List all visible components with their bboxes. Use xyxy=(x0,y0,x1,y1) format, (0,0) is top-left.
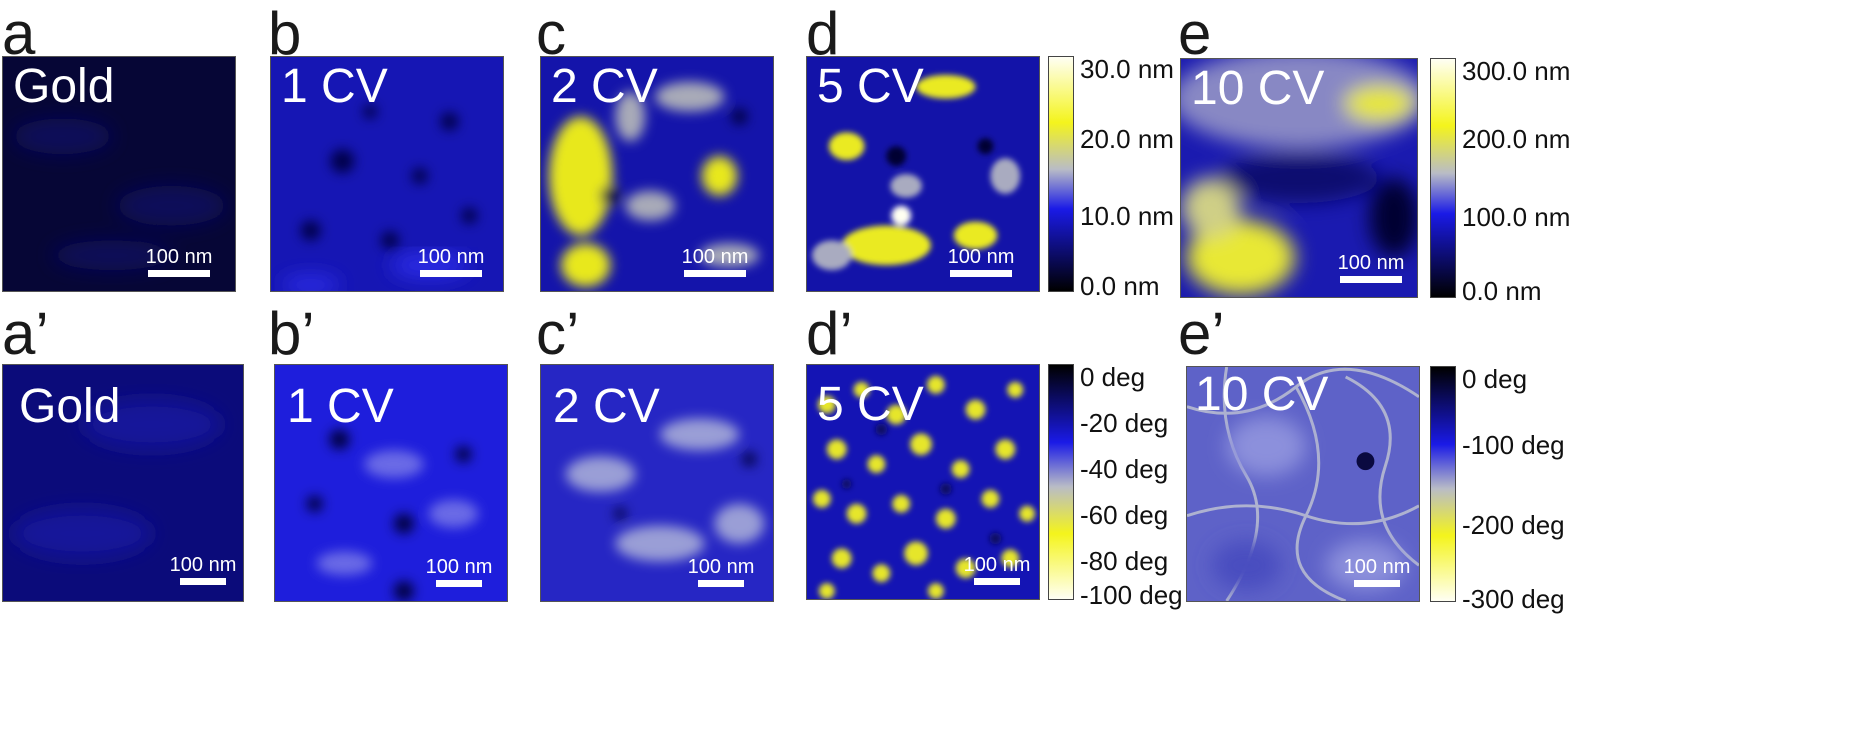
panel-caption-a: Gold xyxy=(13,60,115,113)
afm-panel-e-prime: 10 CV 100 nm xyxy=(1186,366,1420,602)
colorbar-tick: 200.0 nm xyxy=(1462,124,1571,154)
scale-bar-line xyxy=(974,578,1020,585)
colorbar-tick: 30.0 nm xyxy=(1080,54,1174,84)
panel-caption-d: 5 CV xyxy=(817,60,924,113)
panel-label-c-prime: c’ xyxy=(536,300,580,367)
panel-label-e: e xyxy=(1178,0,1212,67)
scale-bar-e-prime: 100 nm xyxy=(1337,557,1417,587)
panel-label-a: a xyxy=(2,0,36,67)
afm-panel-a: Gold 100 nm xyxy=(2,56,236,292)
afm-panel-b: 1 CV 100 nm xyxy=(270,56,504,292)
panel-caption-c-prime: 2 CV xyxy=(553,380,660,433)
colorbar-tick: -200 deg xyxy=(1462,510,1565,540)
colorbar-tick: 0 deg xyxy=(1462,364,1528,394)
colorbar-tick: 300.0 nm xyxy=(1462,56,1571,86)
colorbar-phase-e xyxy=(1430,366,1456,602)
afm-texture-e xyxy=(1181,59,1417,296)
afm-panel-a-prime: Gold 100 nm xyxy=(2,364,244,602)
panel-caption-b: 1 CV xyxy=(281,60,388,113)
afm-panel-b-prime: 1 CV 100 nm xyxy=(274,364,508,602)
colorbar-phase-d xyxy=(1048,364,1074,600)
colorbar-height-e xyxy=(1430,58,1456,298)
panel-label-d-prime: d’ xyxy=(806,300,853,367)
afm-panel-d: 5 CV 100 nm xyxy=(806,56,1040,292)
colorbar-tick: -80 deg xyxy=(1080,546,1169,576)
panel-label-e-prime: e’ xyxy=(1178,300,1225,367)
panel-caption-a-prime: Gold xyxy=(19,380,121,433)
scale-bar-line xyxy=(420,270,482,277)
scale-bar-label: 100 nm xyxy=(681,246,749,268)
panel-caption-e: 10 CV xyxy=(1191,62,1325,115)
scale-bar-label: 100 nm xyxy=(145,246,213,268)
scale-bar-line xyxy=(1354,580,1400,587)
scale-bar-b: 100 nm xyxy=(411,247,491,277)
scale-bar-a: 100 nm xyxy=(139,247,219,277)
panel-caption-d-prime: 5 CV xyxy=(817,378,924,431)
panel-caption-b-prime: 1 CV xyxy=(287,380,394,433)
afm-texture-a-prime xyxy=(12,399,222,559)
afm-panel-c: 2 CV 100 nm xyxy=(540,56,774,292)
afm-panel-d-prime: 5 CV 100 nm xyxy=(806,364,1040,600)
colorbar-tick: 0.0 nm xyxy=(1462,276,1542,306)
scale-bar-line xyxy=(148,270,210,277)
colorbar-tick: -40 deg xyxy=(1080,454,1169,484)
colorbar-tick: 10.0 nm xyxy=(1080,201,1174,231)
colorbar-tick: -60 deg xyxy=(1080,500,1169,530)
panel-label-c: c xyxy=(536,0,566,67)
panel-caption-c: 2 CV xyxy=(551,60,658,113)
scale-bar-line xyxy=(1340,276,1402,283)
scale-bar-line xyxy=(698,580,744,587)
scale-bar-e: 100 nm xyxy=(1331,253,1411,283)
scale-bar-label: 100 nm xyxy=(947,246,1015,268)
afm-texture-e-prime xyxy=(1187,367,1419,601)
colorbar-tick: 100.0 nm xyxy=(1462,202,1571,232)
colorbar-height-d xyxy=(1048,56,1074,292)
scale-bar-label: 100 nm xyxy=(417,246,485,268)
colorbar-tick: 20.0 nm xyxy=(1080,124,1174,154)
afm-texture-b-prime xyxy=(306,429,479,601)
colorbar-tick: -300 deg xyxy=(1462,584,1565,614)
panel-label-a-prime: a’ xyxy=(2,300,49,367)
scale-bar-label: 100 nm xyxy=(963,554,1031,576)
panel-label-b: b xyxy=(268,0,302,67)
scale-bar-label: 100 nm xyxy=(1343,556,1411,578)
scale-bar-d-prime: 100 nm xyxy=(957,555,1037,585)
panel-label-d: d xyxy=(806,0,840,67)
panel-caption-e-prime: 10 CV xyxy=(1195,368,1329,421)
scale-bar-label: 100 nm xyxy=(1337,252,1405,274)
panel-label-b-prime: b’ xyxy=(268,300,315,367)
scale-bar-line xyxy=(950,270,1012,277)
scale-bar-label: 100 nm xyxy=(425,556,493,578)
scale-bar-b-prime: 100 nm xyxy=(419,557,499,587)
afm-texture-c xyxy=(548,81,760,288)
scale-bar-label: 100 nm xyxy=(687,556,755,578)
scale-bar-a-prime: 100 nm xyxy=(163,555,243,585)
scale-bar-c-prime: 100 nm xyxy=(681,557,761,587)
afm-texture-d xyxy=(811,74,1021,271)
afm-texture-a xyxy=(12,118,227,271)
colorbar-tick: -20 deg xyxy=(1080,408,1169,438)
afm-texture-d-prime xyxy=(812,375,1036,599)
scale-bar-line xyxy=(180,578,226,585)
scale-bar-line xyxy=(436,580,482,587)
scale-bar-label: 100 nm xyxy=(169,554,237,576)
scale-bar-c: 100 nm xyxy=(675,247,755,277)
colorbar-tick: 0 deg xyxy=(1080,362,1146,392)
scale-bar-d: 100 nm xyxy=(941,247,1021,277)
afm-texture-c-prime xyxy=(565,418,765,562)
colorbar-tick: 0.0 nm xyxy=(1080,271,1160,301)
scale-bar-line xyxy=(684,270,746,277)
colorbar-tick: -100 deg xyxy=(1462,430,1565,460)
afm-panel-e: 10 CV 100 nm xyxy=(1180,58,1418,298)
colorbar-tick: -100 deg xyxy=(1080,580,1183,610)
afm-panel-c-prime: 2 CV 100 nm xyxy=(540,364,774,602)
